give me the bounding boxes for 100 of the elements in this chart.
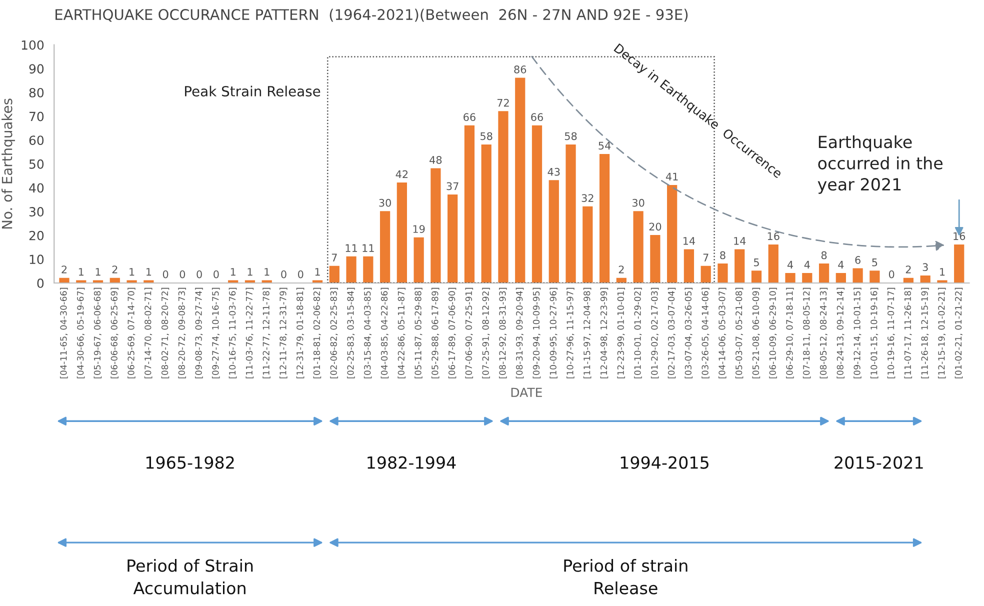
- data-label: 11: [346, 244, 357, 252]
- bar: [414, 237, 424, 283]
- x-tick-label: [12-11-78, 12-31-79]: [280, 288, 288, 378]
- bar: [532, 125, 542, 283]
- data-label: 86: [514, 66, 526, 74]
- x-tick-label: [10-27-96, 11-15-97]: [566, 288, 574, 378]
- x-tick-label: [07-18-11, 08-05-12]: [802, 288, 811, 378]
- bar: [718, 264, 728, 283]
- bar: [870, 270, 880, 283]
- data-label: 19: [413, 225, 425, 233]
- data-label: 3: [922, 263, 928, 272]
- x-tick-label: [09-08-73, 09-27-74]: [195, 288, 203, 378]
- bar: [836, 273, 846, 283]
- data-label: 0: [281, 270, 286, 278]
- x-tick-label: [10-16-75, 11-03-76]: [228, 288, 237, 378]
- x-tick-label: [08-12-92, 08-31-93]: [499, 288, 507, 378]
- y-tick-label: 50: [29, 159, 44, 169]
- x-tick-label: [10-09-95, 10-27-96]: [550, 288, 558, 378]
- x-tick-label: [11-15-97, 12-04-98]: [583, 288, 592, 378]
- bar: [548, 180, 559, 283]
- x-tick-label: [10-01-15, 10-19-16]: [870, 288, 878, 378]
- bar: [954, 244, 964, 283]
- data-label: 42: [396, 170, 408, 178]
- bar: [734, 249, 745, 283]
- bar: [582, 206, 593, 283]
- x-tick-label: [03-26-05, 04-14-06]: [702, 288, 710, 378]
- data-label: 66: [464, 113, 476, 122]
- y-tick-label: 70: [30, 112, 44, 122]
- x-tick-label: [07-14-70, 08-02-71]: [144, 288, 152, 378]
- x-tick-label: [06-29-10, 07-18-11]: [786, 288, 794, 378]
- bar: [937, 280, 948, 283]
- data-label: 72: [497, 98, 509, 107]
- x-tick-label: [12-23-99, 01-10-01]: [617, 288, 625, 378]
- bar: [852, 268, 863, 283]
- bar: [380, 211, 390, 283]
- x-tick-label: [01-10-01, 01-29-02]: [634, 288, 642, 378]
- text: 1994-2015: [620, 456, 708, 469]
- x-tick-label: [11-03-76, 11-22-77]: [246, 288, 254, 378]
- data-label: 6: [855, 256, 860, 264]
- data-label: 1: [146, 268, 152, 276]
- data-label: 2: [62, 266, 67, 274]
- y-tick-label: 60: [29, 136, 44, 146]
- x-tick-label: [04-03-85, 04-22-86]: [380, 288, 389, 378]
- x-tick-label: [06-06-68, 06-25-69]: [110, 288, 118, 378]
- x-tick-label: [02-06-82, 02-25-83]: [330, 288, 338, 378]
- data-label: 16: [768, 232, 780, 240]
- bar: [396, 182, 407, 283]
- data-label: 8: [821, 251, 827, 260]
- x-tick-label: [05-11-87, 05-29-88]: [414, 288, 422, 378]
- bar: [126, 280, 137, 283]
- text: 2015-2021: [834, 456, 923, 469]
- chart-title: EARTHQUAKE OCCURANCE PATTERN (1964-2021)(Between 26N - 27N AND 92E - 93E): [56, 8, 688, 22]
- bar: [566, 144, 576, 283]
- data-label: 58: [480, 132, 492, 140]
- data-label: 7: [703, 254, 708, 262]
- data-label: 4: [838, 260, 844, 269]
- bar: [650, 234, 660, 283]
- data-label: 16: [954, 232, 966, 240]
- x-tick-label: [02-25-83, 03-15-84]: [347, 288, 355, 378]
- data-label: 1: [315, 268, 320, 276]
- x-tick-label: [10-19-16, 11-07-17]: [887, 288, 896, 378]
- x-tick-label: [08-05-12, 08-24-13]: [820, 288, 828, 378]
- x-tick-label: [05-19-67, 06-06-68]: [94, 288, 102, 378]
- data-label: 0: [888, 270, 894, 278]
- data-label: 0: [180, 270, 186, 278]
- x-tick-label: [08-20-72, 09-08-73]: [178, 288, 186, 378]
- x-tick-label: [04-30-66, 05-19-67]: [76, 288, 85, 378]
- bar: [818, 264, 830, 283]
- data-label: 37: [446, 182, 458, 190]
- bar: [768, 244, 778, 283]
- x-tick-label: [07-06-90, 07-25-91]: [465, 288, 474, 378]
- x-tick-label: [11-26-18, 12-15-19]: [921, 288, 929, 378]
- data-label: 54: [598, 142, 611, 150]
- text: 1982-1994: [368, 456, 456, 469]
- bar: [430, 168, 441, 283]
- data-label: 5: [872, 258, 878, 266]
- x-tick-label: [04-11-65, 04-30-66]: [60, 288, 68, 378]
- data-label: 1: [940, 268, 945, 276]
- x-tick-label: [01-18-81, 02-06-82]: [313, 288, 322, 378]
- text: Period of strain Release: [564, 559, 688, 594]
- bar: [312, 280, 323, 283]
- data-label: 1: [264, 268, 270, 276]
- x-tick-label: [08-24-13, 09-12-14]: [836, 288, 844, 378]
- bar: [448, 194, 458, 283]
- annotation: Earthquake occurred in the year 2021: [818, 135, 942, 194]
- x-tick-label: [11-07-17, 11-26-18]: [904, 288, 912, 378]
- y-tick-label: 0: [37, 278, 44, 288]
- data-label: 2: [112, 266, 118, 274]
- data-label: 1: [96, 268, 100, 276]
- data-label: 5: [754, 258, 759, 266]
- data-label: 1: [248, 268, 252, 276]
- text: 1965-1982: [146, 456, 234, 469]
- x-tick-label: [02-17-03, 03-07-04]: [668, 288, 676, 378]
- x-tick-label: [04-14-06, 05-03-07]: [718, 288, 726, 378]
- x-tick-label: [07-25-91, 08-12-92]: [482, 288, 490, 378]
- bar: [515, 78, 526, 283]
- bar: [785, 273, 796, 283]
- bar: [329, 266, 340, 283]
- y-tick-label: 100: [22, 40, 44, 50]
- x-tick-label: [03-15-84, 04-03-85]: [364, 288, 372, 378]
